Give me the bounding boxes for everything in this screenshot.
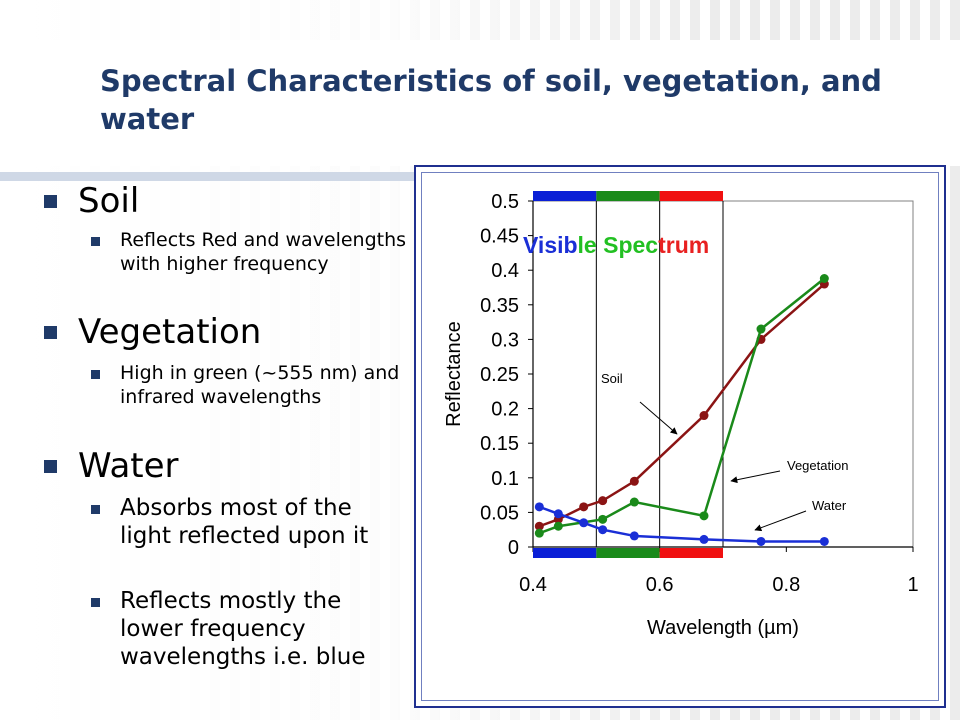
annotation-soil-text: Soil (601, 371, 623, 386)
y-tick-label: 0.35 (480, 295, 519, 317)
y-tick-label: 0.4 (491, 260, 519, 282)
bullet-heading: Vegetation (78, 312, 262, 352)
spectrum-band-top-green (596, 191, 660, 201)
data-point-water (598, 525, 608, 535)
sub-bullet-square-icon (91, 505, 100, 514)
data-point-vegetation (534, 528, 544, 538)
data-point-water (553, 509, 563, 519)
bullet-heading: Water (78, 446, 179, 486)
y-tick-label: 0.15 (480, 433, 519, 455)
sub-bullet-text: Reflects mostly the lower frequency wave… (120, 588, 366, 670)
y-tick-label: 0.1 (491, 468, 519, 490)
data-point-water (579, 518, 589, 528)
visible-spectrum-label-part: trum (658, 232, 709, 258)
annotation-soil-arrow (639, 401, 678, 435)
sub-bullet-square-icon (91, 370, 100, 379)
y-tick-label: 0.2 (491, 399, 519, 421)
sub-bullet-soil-1: Reflects Red and wavelengths with higher… (91, 228, 410, 276)
spectrum-band-bottom-blue (533, 548, 597, 558)
sub-bullet-vegetation-1: High in green (~555 nm) and infrared wav… (91, 361, 410, 409)
bullet-square-icon (44, 326, 57, 339)
x-tick-label: 0.6 (646, 574, 674, 596)
slide-title: Spectral Characteristics of soil, vegeta… (100, 64, 882, 136)
y-tick-label: 0.3 (491, 329, 519, 351)
data-point-water (819, 536, 829, 546)
sub-bullet-square-icon (91, 237, 100, 246)
data-point-vegetation (553, 521, 563, 531)
sub-bullet-text: Absorbs most of the light reflected upon… (120, 495, 369, 549)
spectrum-band-top-blue (533, 191, 597, 201)
data-point-water (629, 531, 639, 541)
title-underline (0, 172, 430, 181)
data-point-soil (629, 476, 639, 486)
x-tick-label: 0.4 (519, 574, 547, 596)
sub-bullet-water-2: Reflects mostly the lower frequency wave… (91, 587, 400, 671)
sub-bullet-square-icon (91, 598, 100, 607)
bullet-heading: Soil (78, 181, 140, 221)
data-point-water (534, 502, 544, 512)
title-divider-band (0, 158, 960, 166)
annotation-water-arrow (754, 510, 807, 532)
bullet-vegetation: Vegetation (44, 312, 262, 352)
data-point-vegetation (629, 497, 639, 507)
sub-bullet-water-1: Absorbs most of the light reflected upon… (91, 494, 400, 550)
data-point-water (699, 534, 709, 544)
visible-spectrum-label-part: Visib (523, 232, 578, 258)
x-tick-label: 1 (907, 574, 918, 596)
data-point-vegetation (756, 324, 766, 334)
chart-frame-inner (421, 172, 939, 701)
bullet-square-icon (44, 195, 57, 208)
data-point-soil (534, 521, 544, 531)
spectrum-band-bottom-red (659, 548, 723, 558)
bullet-square-icon (44, 460, 57, 473)
spectrum-band-top-red (659, 191, 723, 201)
data-point-soil (579, 502, 589, 512)
visible-spectrum-label-part: Spec (603, 232, 658, 258)
sub-bullet-text: Reflects Red and wavelengths with higher… (120, 229, 407, 275)
data-point-vegetation (819, 274, 829, 284)
visible-spectrum-label-part: le (578, 232, 604, 258)
title-band (0, 40, 960, 158)
y-axis-title: Reflectance (443, 321, 465, 427)
y-tick-label: 0 (508, 537, 519, 559)
data-point-soil (699, 411, 709, 421)
sub-bullet-text: High in green (~555 nm) and infrared wav… (120, 362, 400, 408)
series-line-soil (538, 283, 826, 528)
annotation-water-text: Water (812, 498, 847, 513)
bullet-water: Water (44, 446, 179, 486)
y-tick-label: 0.25 (480, 364, 519, 386)
data-point-soil (598, 496, 608, 506)
x-axis-title: Wavelength (µm) (647, 617, 799, 639)
bullet-soil: Soil (44, 181, 140, 221)
data-point-vegetation (699, 511, 709, 521)
y-tick-label: 0.45 (480, 226, 519, 248)
spectrum-band-bottom-green (596, 548, 660, 558)
y-tick-label: 0.05 (480, 502, 519, 524)
series-line-vegetation (538, 277, 826, 535)
data-point-vegetation (598, 514, 608, 524)
x-tick-label: 0.8 (772, 574, 800, 596)
data-point-water (756, 536, 766, 546)
annotation-vegetation-arrow (730, 470, 781, 484)
y-tick-label: 0.5 (491, 191, 519, 213)
visible-spectrum-label: Visible Spectrum (523, 232, 709, 258)
annotation-vegetation-text: Vegetation (787, 458, 848, 473)
